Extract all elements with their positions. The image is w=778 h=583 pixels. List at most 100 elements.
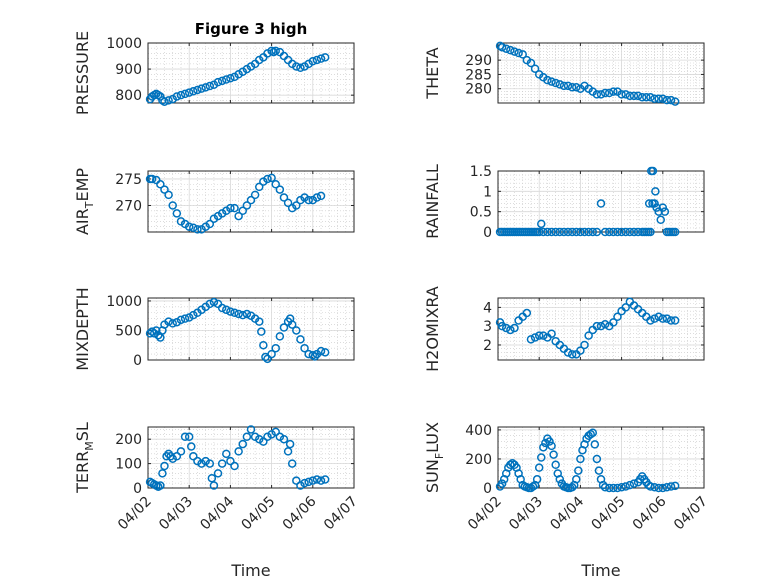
chart-4-data-point xyxy=(300,343,309,353)
chart-0-data-point xyxy=(296,63,305,73)
chart-6-data-point xyxy=(259,437,268,446)
chart-1-data-point xyxy=(514,48,523,58)
chart-6-data-point xyxy=(285,439,295,449)
chart-7-data-point xyxy=(625,480,635,490)
chart-2-data-point xyxy=(230,203,239,213)
chart-5-data-point xyxy=(584,331,593,340)
chart-1-data-point xyxy=(518,50,527,59)
chart-2-data-point xyxy=(193,225,202,234)
chart-7-x-tick-label: 04/04 xyxy=(547,493,587,533)
chart-7-data-point xyxy=(666,482,676,491)
chart-0-data-point xyxy=(164,96,173,105)
subplot-terr-msl: 0 100 200 04/02 04/03 04/04 04/05 04/06 04/07 TER… xyxy=(73,422,361,580)
chart-3-data-point xyxy=(656,215,665,225)
chart-2-data-point xyxy=(292,201,301,210)
chart-7-x-axis-label: Time xyxy=(580,561,620,580)
chart-1-data-point xyxy=(629,91,639,101)
chart-2-y-axis-label: AIRTEMP xyxy=(73,168,96,235)
chart-6-data-point xyxy=(156,481,165,490)
chart-7-data-point xyxy=(532,475,542,484)
chart-4-data-point xyxy=(271,343,280,353)
chart-1-data-point xyxy=(666,95,676,105)
chart-7-y-axis-label: SUNFLUX xyxy=(423,422,446,493)
chart-2-data-point xyxy=(156,180,165,189)
chart-0-title: Figure 3 high xyxy=(195,20,308,38)
chart-6-data-point xyxy=(316,476,326,485)
chart-5-data-point xyxy=(526,335,536,344)
chart-5-y-tick-label: 4 xyxy=(483,300,492,316)
chart-4-data-point xyxy=(226,307,235,316)
chart-6-data-point xyxy=(238,439,248,449)
chart-4-data-point xyxy=(164,317,173,326)
chart-7-data-point xyxy=(555,475,565,484)
chart-3-data-point xyxy=(670,227,680,237)
chart-3-data-point xyxy=(576,227,585,237)
chart-4-data-point xyxy=(176,315,186,325)
chart-6-data-point xyxy=(189,452,198,461)
chart-6-data-point xyxy=(312,475,322,484)
chart-6-data-point xyxy=(193,456,202,466)
chart-5-axes-box xyxy=(497,297,705,361)
chart-7-data-point xyxy=(646,482,655,491)
chart-2-data-point xyxy=(184,222,194,231)
chart-6-data-point xyxy=(283,447,293,456)
chart-6-data-point xyxy=(184,432,194,442)
chart-0-data-point xyxy=(180,89,190,99)
chart-3-y-axis-label: RAINFALL xyxy=(423,164,442,239)
chart-0-data-point xyxy=(160,97,169,106)
chart-3-plot-area xyxy=(498,171,704,232)
chart-6-data-point xyxy=(246,425,256,434)
chart-7-data-point xyxy=(574,466,583,475)
chart-0-data-point xyxy=(193,85,202,95)
chart-0-data-point xyxy=(271,46,280,56)
chart-0-data-point xyxy=(205,81,215,91)
chart-4-data-point xyxy=(254,317,264,326)
chart-7-data-point xyxy=(604,483,614,493)
chart-1-axes-box xyxy=(497,42,705,104)
chart-4-y-tick-label: 500 xyxy=(115,323,142,339)
chart-5-data-point xyxy=(580,340,589,350)
chart-7-data-point xyxy=(600,483,610,492)
chart-1-data-point xyxy=(617,90,626,99)
chart-5-data-point xyxy=(530,333,540,342)
chart-7-data-point xyxy=(539,443,548,452)
chart-0-y-tick-label: 900 xyxy=(115,62,142,78)
chart-1-data-point xyxy=(526,58,536,68)
chart-0-data-point xyxy=(292,62,301,71)
chart-7-data-point xyxy=(547,441,556,451)
chart-0-data-point xyxy=(201,83,210,92)
chart-1-data-point xyxy=(633,91,643,101)
chart-3-data-point xyxy=(644,199,654,208)
chart-6-data-point xyxy=(279,434,289,444)
chart-5-data-point xyxy=(600,320,610,329)
chart-3-data-point xyxy=(658,203,668,212)
chart-1-data-point xyxy=(559,81,569,91)
chart-4-data-point xyxy=(151,326,161,335)
chart-3-data-point xyxy=(572,227,581,237)
chart-3-y-tick-label: 1 xyxy=(483,184,492,200)
chart-2-data-point xyxy=(263,174,272,184)
chart-5-y-tick-label: 3 xyxy=(483,319,492,335)
chart-6-x-tick-label: 04/02 xyxy=(115,494,155,534)
chart-4-y-tick-label: 0 xyxy=(133,353,142,369)
chart-4-data-point xyxy=(222,305,231,315)
chart-7-data-point xyxy=(613,483,622,493)
chart-5-data-point xyxy=(497,321,507,331)
subplot-rainfall: 0 0.5 1 1.5 RAINFALL xyxy=(423,164,705,241)
chart-6-data-point xyxy=(209,481,219,490)
chart-3-data-point xyxy=(621,227,630,237)
chart-6-data-point xyxy=(226,456,235,466)
chart-1-data-point xyxy=(497,43,507,52)
chart-2-data-point xyxy=(242,201,252,210)
chart-6-x-axis-label: Time xyxy=(230,561,270,580)
chart-2-data-point xyxy=(172,209,182,218)
chart-7-plot-area xyxy=(498,427,704,488)
chart-7-data-point xyxy=(594,466,604,475)
chart-5-data-point xyxy=(547,329,556,338)
chart-6-data-point xyxy=(263,432,272,442)
chart-2-data-point xyxy=(205,219,215,229)
chart-6-data-point xyxy=(205,459,215,468)
chart-5-data-point xyxy=(501,323,511,333)
chart-0-data-point xyxy=(226,73,235,83)
chart-2-data-point xyxy=(304,195,313,205)
